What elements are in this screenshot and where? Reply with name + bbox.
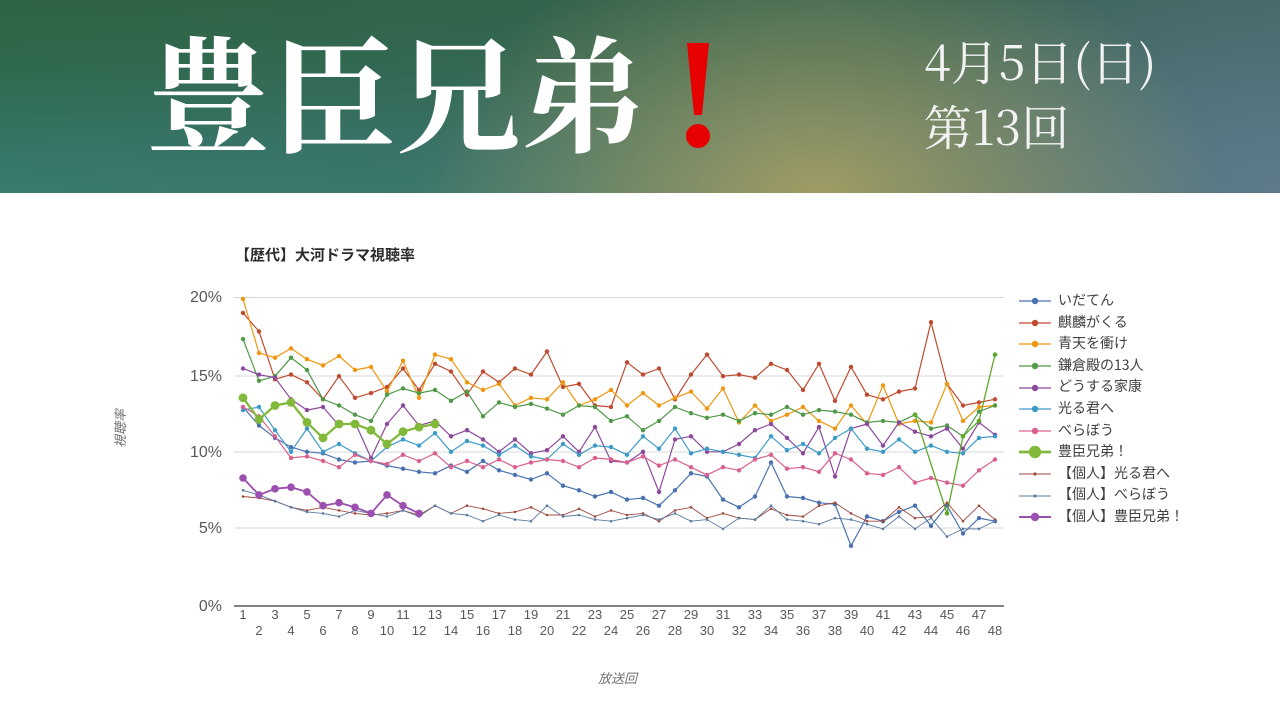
svg-text:17: 17 bbox=[492, 607, 506, 622]
svg-text:10%: 10% bbox=[190, 444, 222, 461]
svg-text:32: 32 bbox=[732, 623, 746, 638]
svg-text:44: 44 bbox=[924, 623, 938, 638]
svg-text:5%: 5% bbox=[199, 520, 222, 537]
svg-text:2: 2 bbox=[255, 623, 262, 638]
svg-text:39: 39 bbox=[844, 607, 858, 622]
svg-text:5: 5 bbox=[303, 607, 310, 622]
svg-text:48: 48 bbox=[988, 623, 1002, 638]
svg-text:8: 8 bbox=[351, 623, 358, 638]
svg-text:10: 10 bbox=[380, 623, 394, 638]
svg-text:47: 47 bbox=[972, 607, 986, 622]
svg-text:20%: 20% bbox=[190, 289, 222, 306]
svg-text:1: 1 bbox=[239, 607, 246, 622]
svg-text:18: 18 bbox=[508, 623, 522, 638]
svg-text:23: 23 bbox=[588, 607, 602, 622]
svg-text:28: 28 bbox=[668, 623, 682, 638]
svg-text:11: 11 bbox=[396, 607, 410, 622]
svg-text:36: 36 bbox=[796, 623, 810, 638]
svg-text:37: 37 bbox=[812, 607, 826, 622]
svg-text:33: 33 bbox=[748, 607, 762, 622]
svg-text:43: 43 bbox=[908, 607, 922, 622]
svg-text:13: 13 bbox=[428, 607, 442, 622]
svg-text:15%: 15% bbox=[190, 368, 222, 385]
svg-text:9: 9 bbox=[367, 607, 374, 622]
svg-text:27: 27 bbox=[652, 607, 666, 622]
svg-text:4: 4 bbox=[287, 623, 294, 638]
svg-text:19: 19 bbox=[524, 607, 538, 622]
svg-text:38: 38 bbox=[828, 623, 842, 638]
svg-text:21: 21 bbox=[556, 607, 570, 622]
svg-text:6: 6 bbox=[319, 623, 326, 638]
svg-text:3: 3 bbox=[271, 607, 278, 622]
svg-text:41: 41 bbox=[876, 607, 890, 622]
svg-text:29: 29 bbox=[684, 607, 698, 622]
svg-text:42: 42 bbox=[892, 623, 906, 638]
svg-text:25: 25 bbox=[620, 607, 634, 622]
svg-text:14: 14 bbox=[444, 623, 458, 638]
svg-text:35: 35 bbox=[780, 607, 794, 622]
svg-text:20: 20 bbox=[540, 623, 554, 638]
svg-text:45: 45 bbox=[940, 607, 954, 622]
svg-text:34: 34 bbox=[764, 623, 778, 638]
svg-text:7: 7 bbox=[335, 607, 342, 622]
svg-text:31: 31 bbox=[716, 607, 730, 622]
svg-text:46: 46 bbox=[956, 623, 970, 638]
svg-text:24: 24 bbox=[604, 623, 618, 638]
svg-text:26: 26 bbox=[636, 623, 650, 638]
svg-text:15: 15 bbox=[460, 607, 474, 622]
svg-text:16: 16 bbox=[476, 623, 490, 638]
svg-text:0%: 0% bbox=[199, 598, 222, 615]
svg-text:22: 22 bbox=[572, 623, 586, 638]
svg-text:12: 12 bbox=[412, 623, 426, 638]
svg-text:30: 30 bbox=[700, 623, 714, 638]
svg-text:40: 40 bbox=[860, 623, 874, 638]
